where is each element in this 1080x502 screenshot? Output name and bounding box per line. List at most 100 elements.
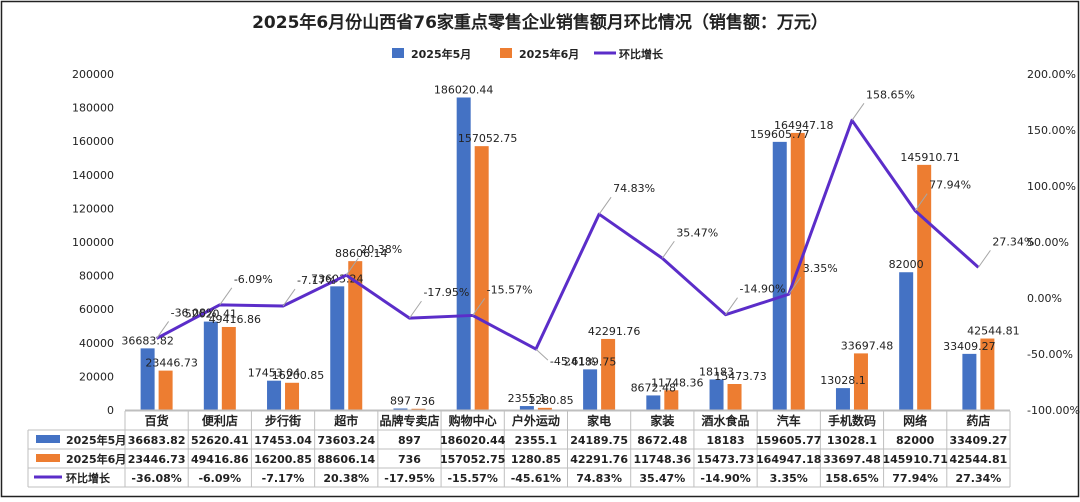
y-right-tick-label: -100.00% xyxy=(1027,404,1080,417)
table-cell: 23446.73 xyxy=(128,453,186,466)
legend-label: 2025年6月 xyxy=(519,47,579,61)
table-cell: 27.34% xyxy=(955,472,1001,485)
data-label-june: 157052.75 xyxy=(458,132,518,145)
table-cell: 33697.48 xyxy=(823,453,881,466)
data-label-june: 1280.85 xyxy=(528,394,574,407)
table-category-label: 品牌专卖店 xyxy=(379,413,439,428)
chart-title: 2025年6月份山西省76家重点零售企业销售额月环比情况（销售额：万元） xyxy=(252,12,828,33)
y-right-tick-label: 50.00% xyxy=(1027,236,1069,249)
growth-line xyxy=(155,118,980,351)
data-label-june: 145910.71 xyxy=(900,151,960,164)
data-label-june: 736 xyxy=(414,395,435,408)
data-label-may: 8672.48 xyxy=(631,381,677,394)
table-cell: 145910.71 xyxy=(882,453,947,466)
table-cell: -36.08% xyxy=(131,472,181,485)
table-cell: 42544.81 xyxy=(950,453,1008,466)
data-label-growth: 74.83% xyxy=(613,182,655,195)
bar-may xyxy=(393,408,408,410)
data-label-june: 42291.76 xyxy=(588,325,641,338)
bar-june xyxy=(601,338,616,410)
table-cell: -45.61% xyxy=(511,472,561,485)
table-cell: -7.17% xyxy=(262,472,305,485)
bar-june xyxy=(285,382,300,410)
growth-leader-line xyxy=(661,240,675,259)
table-cell: 24189.75 xyxy=(570,434,628,447)
data-label-may: 186020.44 xyxy=(434,83,494,96)
y-left-tick-label: 160000 xyxy=(72,135,114,148)
bar-june xyxy=(474,146,489,411)
bar-may xyxy=(456,97,471,411)
data-label-june: 49416.86 xyxy=(209,313,262,326)
data-label-growth: -36.08% xyxy=(171,306,217,319)
table-cell: 164947.18 xyxy=(756,453,821,466)
growth-leader-line xyxy=(914,193,928,211)
table-category-label: 酒水食品 xyxy=(702,413,750,428)
table-category-label: 手机数码 xyxy=(828,413,876,428)
bar-may xyxy=(583,369,598,410)
table-cell: 20.38% xyxy=(323,472,369,485)
table-cell: 897 xyxy=(398,434,421,447)
table-cell: 42291.76 xyxy=(570,453,628,466)
bar-may xyxy=(835,388,850,410)
data-label-may: 33409.27 xyxy=(943,340,996,353)
table-category-label: 药店 xyxy=(966,413,990,428)
y-left-tick-label: 80000 xyxy=(79,270,114,283)
bar-may xyxy=(899,272,914,410)
table-cell: -6.09% xyxy=(198,472,241,485)
table-cell: -17.95% xyxy=(384,472,434,485)
table-cell: 15473.73 xyxy=(697,453,755,466)
table-category-label: 便利店 xyxy=(202,413,238,428)
table-cell: 36683.82 xyxy=(128,434,186,447)
data-label-growth: -15.57% xyxy=(487,283,533,296)
data-label-june: 33697.48 xyxy=(841,339,894,352)
bar-june xyxy=(727,384,742,410)
table-category-label: 汽车 xyxy=(777,413,801,428)
table-category-label: 网络 xyxy=(903,413,927,428)
table-cell: -15.57% xyxy=(447,472,497,485)
data-label-growth: 3.35% xyxy=(803,262,838,275)
legend-label: 2025年5月 xyxy=(411,47,471,61)
data-label-growth: 27.34% xyxy=(992,235,1034,248)
data-label-may: 36683.82 xyxy=(121,334,174,347)
data-label-growth: -7.17% xyxy=(297,274,336,287)
data-label-june: 16200.85 xyxy=(272,369,325,382)
y-left-tick-label: 200000 xyxy=(72,68,114,81)
table-cell: 17453.04 xyxy=(254,434,312,447)
table-category-label: 家电 xyxy=(587,413,611,428)
table-legend-swatch xyxy=(36,435,60,443)
table-legend-swatch xyxy=(36,454,60,462)
growth-leader-line xyxy=(788,276,802,295)
data-label-may: 17453.04 xyxy=(248,367,301,380)
growth-leader-line xyxy=(345,257,359,276)
table-cell: -14.90% xyxy=(700,472,750,485)
bar-may xyxy=(646,395,661,410)
data-label-june: 15473.73 xyxy=(714,370,767,383)
bar-may xyxy=(772,141,787,410)
y-right-tick-label: 150.00% xyxy=(1027,124,1076,137)
table-cell: 159605.77 xyxy=(756,434,821,447)
table-category-label: 购物中心 xyxy=(449,413,497,428)
bar-june xyxy=(853,353,868,410)
table-category-label: 家装 xyxy=(650,413,674,428)
data-label-june: 42544.81 xyxy=(967,325,1020,338)
bar-june xyxy=(537,407,552,410)
table-cell: 186020.44 xyxy=(440,434,506,447)
bar-june xyxy=(221,326,236,410)
data-label-may: 18183 xyxy=(699,365,734,378)
y-right-tick-label: -50.00% xyxy=(1027,348,1073,361)
bar-may xyxy=(962,353,977,410)
growth-leader-line xyxy=(725,297,738,315)
data-label-may: 24189.75 xyxy=(564,355,617,368)
table-cell: 35.47% xyxy=(639,472,685,485)
bar-may xyxy=(140,348,155,410)
bar-may xyxy=(267,380,282,410)
table-cell: 13028.1 xyxy=(827,434,877,447)
table-category-label: 户外运动 xyxy=(512,413,560,428)
growth-leader-line xyxy=(977,250,991,268)
table-cell: 52620.41 xyxy=(191,434,249,447)
bar-may xyxy=(203,321,218,410)
bar-may xyxy=(519,406,534,410)
legend-label: 环比增长 xyxy=(619,47,664,61)
